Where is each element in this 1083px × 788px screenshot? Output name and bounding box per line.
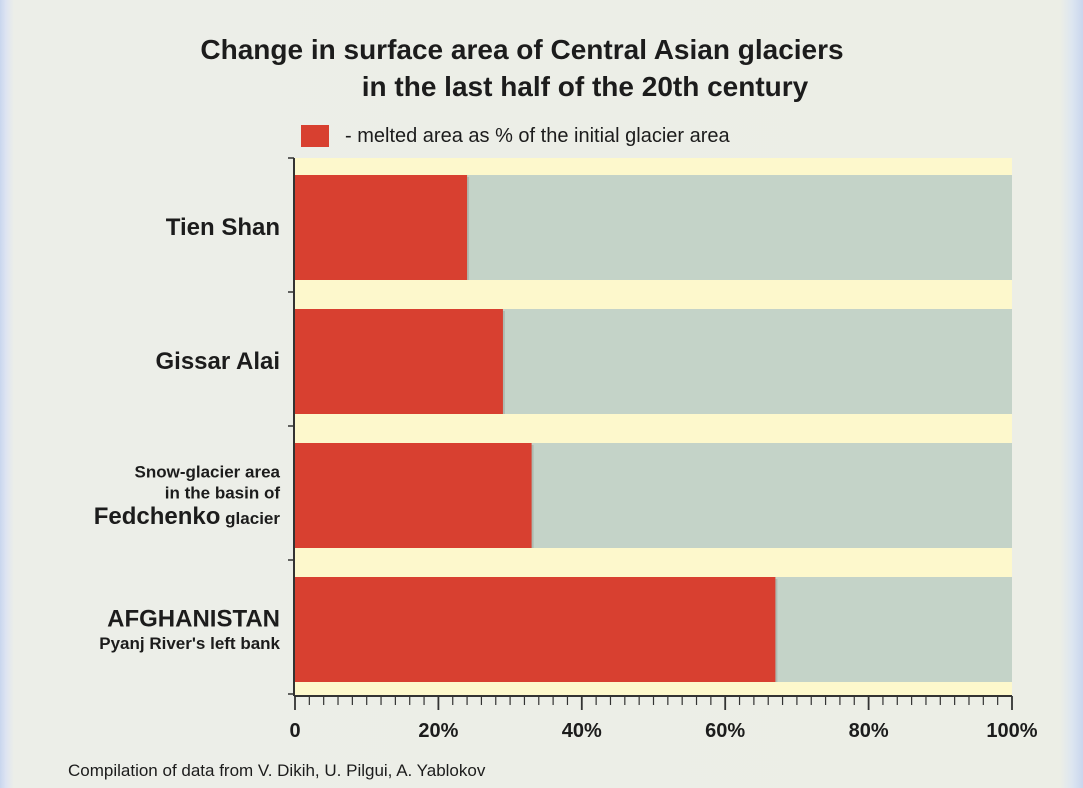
category-label-1-line-1: Tien Shan (166, 214, 280, 241)
category-label-3-line-1: Snow-glacier area (134, 462, 280, 481)
legend-swatch-melted (301, 125, 329, 147)
bar-group-2 (295, 309, 1012, 414)
bar-melted-2 (295, 309, 503, 414)
bar-edge-shadow-1 (466, 177, 470, 280)
bar-group-1 (295, 175, 1012, 280)
bar-group-3 (295, 443, 1012, 548)
chart-title-line-1: Change in surface area of Central Asian … (200, 34, 843, 65)
bar-edge-shadow-4 (774, 579, 778, 682)
category-label-4-line-2: Pyanj River's left bank (99, 634, 280, 653)
x-tick-label-5: 80% (849, 720, 889, 742)
category-label-3-line-2: in the basin of (165, 483, 281, 502)
category-label-2: Gissar Alai (155, 348, 280, 375)
category-label-3: Snow-glacier area in the basin ofFedchenk… (94, 462, 281, 530)
x-tick-label-6: 100% (986, 720, 1037, 742)
legend-label: - melted area as % of the initial glacie… (345, 125, 731, 147)
legend: - melted area as % of the initial glacie… (301, 125, 731, 147)
x-tick-label-3: 40% (562, 720, 602, 742)
category-label-2-line-1: Gissar Alai (155, 348, 280, 375)
source-note: Compilation of data from V. Dikih, U. Pi… (68, 761, 486, 780)
category-label-1: Tien Shan (166, 214, 280, 241)
bar-edge-shadow-3 (530, 445, 534, 548)
chart-title-line-2: in the last half of the 20th century (362, 71, 809, 102)
bars (295, 175, 1012, 682)
bar-melted-1 (295, 175, 468, 280)
bar-group-4 (295, 577, 1012, 682)
x-tick-label-2: 20% (418, 720, 458, 742)
x-axis: 0 20% 40% 60% 80% 100% (288, 157, 1038, 742)
category-labels: Tien Shan Gissar Alai Snow-glacier area in … (94, 214, 281, 653)
bar-melted-4 (295, 577, 776, 682)
bar-melted-3 (295, 443, 532, 548)
x-tick-label-1: 0 (289, 720, 300, 742)
x-tick-label-4: 60% (705, 720, 745, 742)
category-label-4-line-1: AFGHANISTAN (107, 606, 280, 633)
bar-edge-shadow-2 (501, 311, 505, 414)
category-label-3-line-3: Fedchenko glacier (94, 503, 281, 530)
